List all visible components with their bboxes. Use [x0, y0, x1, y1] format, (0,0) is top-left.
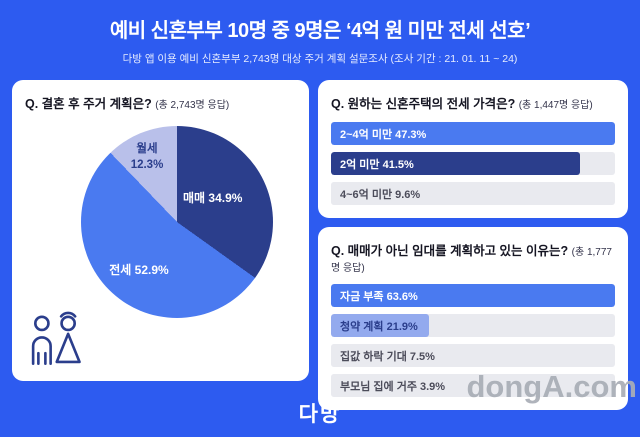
bar-4-6eok: 4~6억 미만 9.6% — [331, 182, 615, 205]
cards-row: Q. 결혼 후 주거 계획은? (총 2,743명 응답) 월세 12.3% 매… — [12, 80, 628, 410]
reason-question-respondents: (총 1,777명 응답) — [331, 247, 612, 274]
header: 예비 신혼부부 10명 중 9명은 ‘4억 원 미만 전세 선호’ 다방 앱 이… — [12, 14, 628, 66]
bar-fill-subscription-plan — [331, 314, 429, 337]
pie-label-jeonse: 전세 52.9% — [109, 263, 169, 277]
page-subtitle: 다방 앱 이용 예비 신혼부부 2,743명 대상 주거 계획 설문조사 (조사… — [122, 53, 518, 65]
bar-2-4eok: 2~4억 미만 47.3% — [331, 122, 615, 145]
price-question-text: Q. 원하는 신혼주택의 전세 가격은? — [331, 97, 516, 111]
pie-chart — [81, 126, 273, 318]
bar-fill-4-6eok — [331, 182, 389, 205]
bar-fill-price-drop — [331, 344, 365, 367]
reason-question: Q. 매매가 아닌 임대를 계획하고 있는 이유는? (총 1,777명 응답) — [331, 240, 615, 274]
bar-label-2-4eok: 2~4억 미만 47.3% — [340, 128, 427, 141]
right-column: Q. 원하는 신혼주택의 전세 가격은? (총 1,447명 응답) 2~4억 … — [318, 80, 628, 410]
couple-icon — [31, 311, 81, 365]
price-question-respondents: (총 1,447명 응답) — [518, 100, 593, 111]
housing-plan-card: Q. 결혼 후 주거 계획은? (총 2,743명 응답) 월세 12.3% 매… — [12, 80, 309, 381]
pie-question: Q. 결혼 후 주거 계획은? (총 2,743명 응답) — [25, 93, 296, 112]
bar-label-under-2eok: 2억 미만 41.5% — [340, 158, 414, 171]
pie-label-maemae: 매매 34.9% — [183, 191, 243, 205]
bar-fill-2-4eok — [331, 122, 615, 145]
bar-subscription-plan: 청약 계획 21.9% — [331, 314, 615, 337]
bar-fill-live-with-parents — [331, 374, 349, 397]
donga-watermark: dongA.com — [466, 369, 638, 404]
bar-fill-under-2eok — [331, 152, 581, 175]
dabang-logo: 다방 — [298, 403, 342, 426]
bar-label-subscription-plan: 청약 계획 21.9% — [340, 320, 418, 333]
bar-price-drop: 집값 하락 기대 7.5% — [331, 344, 615, 367]
page-title: 예비 신혼부부 10명 중 9명은 ‘4억 원 미만 전세 선호’ — [109, 20, 531, 42]
bar-lack-funds: 자금 부족 63.6% — [331, 284, 615, 307]
bar-live-with-parents: 부모님 집에 거주 3.9% — [331, 374, 615, 397]
pie-label-wolse: 월세 12.3% — [130, 143, 164, 171]
reason-question-text: Q. 매매가 아닌 임대를 계획하고 있는 이유는? — [331, 244, 569, 258]
pie-chart-area: 월세 12.3% 매매 34.9% 전세 52.9% — [81, 126, 273, 318]
jeonse-price-card: Q. 원하는 신혼주택의 전세 가격은? (총 1,447명 응답) 2~4억 … — [318, 80, 628, 218]
bar-fill-lack-funds — [331, 284, 615, 307]
rental-reason-card: Q. 매매가 아닌 임대를 계획하고 있는 이유는? (총 1,777명 응답)… — [318, 227, 628, 410]
bar-label-live-with-parents: 부모님 집에 거주 3.9% — [340, 380, 446, 393]
price-question: Q. 원하는 신혼주택의 전세 가격은? (총 1,447명 응답) — [331, 93, 615, 112]
bar-label-lack-funds: 자금 부족 63.6% — [340, 290, 418, 303]
bar-under-2eok: 2억 미만 41.5% — [331, 152, 615, 175]
pie-question-respondents: (총 2,743명 응답) — [155, 100, 230, 111]
pie-question-text: Q. 결혼 후 주거 계획은? — [25, 97, 152, 111]
bar-label-4-6eok: 4~6억 미만 9.6% — [340, 188, 421, 201]
bar-label-price-drop: 집값 하락 기대 7.5% — [340, 350, 435, 363]
